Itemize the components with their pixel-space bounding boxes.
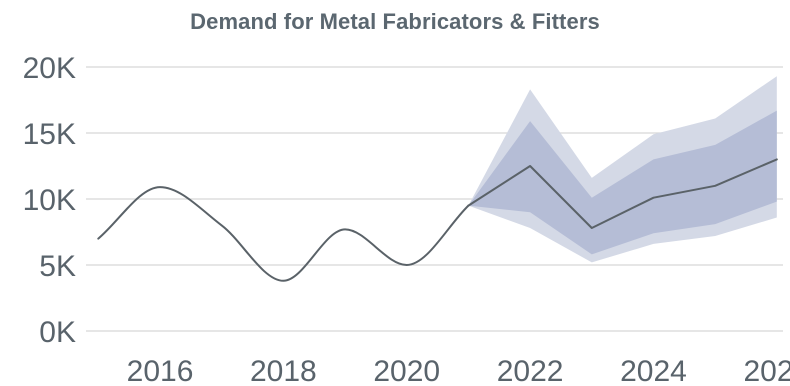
- series-line-historical: [97, 186, 470, 282]
- x-tick-label: 2024: [620, 355, 687, 386]
- y-tick-label: 15K: [23, 118, 76, 151]
- series-line-forecast: [467, 158, 778, 229]
- x-tick-label: 2022: [497, 355, 564, 386]
- x-tick-label: 2026: [743, 355, 790, 386]
- x-axis-ticks: 2016 2018 2020 2022 2024 2026: [127, 355, 790, 386]
- confidence-bands: [468, 76, 777, 263]
- y-tick-label: 0K: [39, 316, 76, 349]
- y-axis-ticks: 0K 5K 10K 15K 20K: [23, 52, 76, 349]
- y-tick-label: 5K: [39, 250, 76, 283]
- chart-title: Demand for Metal Fabricators & Fitters: [190, 9, 600, 34]
- x-tick-label: 2020: [373, 355, 440, 386]
- y-tick-label: 20K: [23, 52, 76, 85]
- y-tick-label: 10K: [23, 184, 76, 217]
- confidence-band-inner: [468, 110, 777, 255]
- x-tick-label: 2016: [127, 355, 194, 386]
- x-tick-label: 2018: [250, 355, 317, 386]
- series-lines: [97, 158, 778, 282]
